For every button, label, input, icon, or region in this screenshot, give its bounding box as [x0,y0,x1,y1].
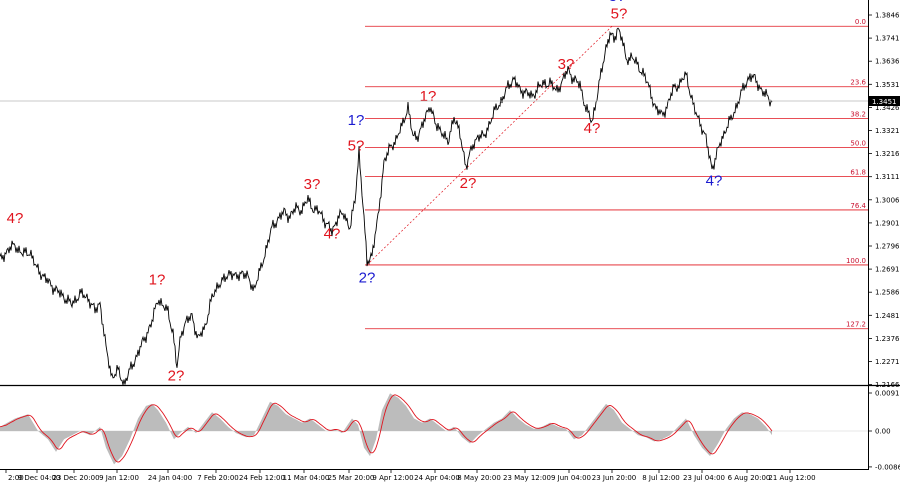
wave-label-0: 4? [7,210,24,227]
time-tick-label-9: 9 Apr 12:00 [372,474,413,482]
price-series [0,27,773,385]
price-tick-label-13: 1.2481 [875,312,900,320]
fibo-label-7: 127.2 [846,321,866,329]
oscillator-panel [0,393,868,470]
wave-label-9: 2? [460,175,477,192]
time-tick-label-11: 8 May 20:00 [457,474,501,482]
wave-label-4: 4? [324,226,341,243]
price-tick-label-15: 1.2271 [875,358,900,366]
price-tick-label-8: 1.3006 [875,196,900,204]
price-tick-label-10: 1.2796 [875,243,900,251]
wave-label-10: 3? [558,56,575,73]
time-tick-label-18: 21 Aug 12:00 [768,474,815,482]
current-price-tag: 1.3451 [869,96,900,106]
wave-label-7: 2? [359,270,376,287]
time-tick-label-7: 11 Mar 04:00 [283,474,330,482]
osc-tick-label-2: -0.0086 [875,463,900,471]
wave-label-13: 5? [611,6,628,23]
price-tick-label-0: 1.3846 [875,12,900,20]
oscillator-axis: 0.0091 0.00 -0.0086 [868,390,900,471]
price-tick-label-3: 1.3531 [875,81,900,89]
price-tick-label-2: 1.3636 [875,58,900,66]
osc-tick-label-0: 0.0091 [875,390,900,398]
oscillator-series [0,393,773,465]
oscillator-signal-line [0,394,773,463]
price-tick-label-12: 1.2586 [875,289,900,297]
price-axis: 1.3846 1.3741 1.3636 1.3531 1.3426 1.3321 1.32… [868,0,900,470]
time-tick-label-15: 8 Jul 12:00 [642,474,680,482]
time-tick-label-13: 9 Jun 04:00 [551,474,591,482]
wave-label-8: 1? [420,88,437,105]
wave-label-5: 1? [348,112,365,129]
fibo-label-4: 61.8 [850,168,866,176]
fibo-label-5: 76.4 [850,202,866,210]
price-tick-label-1: 1.3741 [875,35,900,43]
price-tick-label-6: 1.3216 [875,150,900,158]
wave-label-1: 1? [149,272,166,289]
fibo-label-6: 100.0 [846,257,866,265]
current-price-label: 1.3451 [872,98,897,106]
price-line [0,27,773,385]
price-tick-label-7: 1.3111 [875,173,900,181]
fibo-label-3: 50.0 [850,140,866,148]
wave-label-12: 3? [609,0,626,5]
wave-label-11: 4? [584,120,601,137]
wave-label-6: 5? [348,138,365,155]
time-tick-label-14: 23 Jun 20:00 [592,474,636,482]
time-tick-label-2: 23 Dec 20:00 [52,474,99,482]
wave-labels: 4?1?2?3?4?1?5?2?1?2?3?4?3?5?4? [7,0,723,384]
time-tick-label-17: 6 Aug 20:00 [728,474,771,482]
time-tick-label-3: 9 Jan 12:00 [99,474,139,482]
osc-tick-label-1: 0.00 [875,428,891,436]
time-tick-label-0: 2:00 [8,474,24,482]
fibonacci-levels: 0.0 23.6 38.2 50.0 61.8 76.4 100.0 127.2 [365,18,868,330]
price-panel: 0.0 23.6 38.2 50.0 61.8 76.4 100.0 127.2 4? 1? 2?… [0,0,900,387]
wave-label-2: 2? [168,367,185,384]
time-tick-label-8: 25 Mar 20:00 [328,474,375,482]
price-tick-label-14: 1.2376 [875,335,900,343]
price-tick-label-16: 1.2166 [875,381,900,389]
price-tick-label-9: 1.2901 [875,219,900,227]
fibo-label-0: 0.0 [855,18,866,26]
price-tick-label-4: 1.3426 [875,104,900,112]
fibo-label-1: 23.6 [850,79,866,87]
time-tick-label-1: 9 Dec 04:00 [18,474,61,482]
time-tick-label-6: 24 Feb 12:00 [239,474,285,482]
wave-label-14: 4? [706,173,723,190]
time-tick-label-4: 24 Jan 04:00 [148,474,192,482]
fibo-trendline [366,25,613,266]
time-tick-label-5: 7 Feb 20:00 [197,474,238,482]
oscillator-histogram [0,393,772,465]
time-tick-label-12: 23 May 12:00 [503,474,551,482]
price-tick-label-11: 1.2691 [875,266,900,274]
time-tick-label-16: 23 Jul 04:00 [683,474,725,482]
fibo-label-2: 38.2 [850,111,866,119]
price-tick-label-5: 1.3321 [875,127,900,135]
wave-label-3: 3? [304,176,321,193]
time-tick-label-10: 24 Apr 04:00 [414,474,460,482]
